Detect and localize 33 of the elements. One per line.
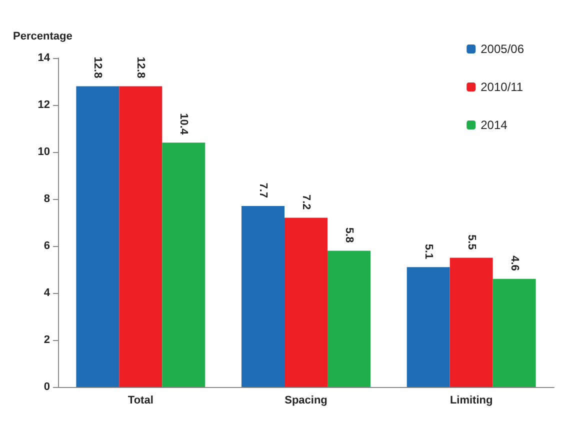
y-tick-label: 0 xyxy=(44,381,50,393)
bar xyxy=(284,218,328,387)
data-label: 5.5 xyxy=(465,234,478,250)
data-label: 12.8 xyxy=(92,56,104,78)
bar xyxy=(119,86,162,387)
x-tick-label: Total xyxy=(128,394,154,406)
bar xyxy=(162,142,206,387)
bar xyxy=(76,86,120,387)
y-tick-label: 4 xyxy=(44,287,51,299)
x-tick-label: Spacing xyxy=(284,394,328,406)
data-label: 5.1 xyxy=(422,244,434,260)
y-tick-label: 10 xyxy=(38,146,50,158)
bar xyxy=(406,267,450,387)
data-label: 5.8 xyxy=(342,227,355,243)
y-axis-title: Percentage xyxy=(13,30,72,42)
data-label: 4.6 xyxy=(508,256,520,271)
x-tick-label: Limiting xyxy=(450,394,493,406)
y-tick-label: 6 xyxy=(44,240,50,252)
data-label: 7.7 xyxy=(257,182,270,198)
legend-label: 2005/06 xyxy=(480,42,524,56)
bar xyxy=(450,258,493,387)
legend-label: 2014 xyxy=(480,118,508,132)
legend-label: 2010/11 xyxy=(480,80,524,94)
y-tick-label: 12 xyxy=(38,99,50,111)
bar xyxy=(327,250,370,387)
bar xyxy=(242,206,285,387)
y-tick-label: 14 xyxy=(38,52,51,64)
y-tick-label: 2 xyxy=(44,334,50,346)
data-label: 10.4 xyxy=(178,113,190,136)
y-tick-label: 8 xyxy=(44,193,50,205)
data-label: 12.8 xyxy=(134,56,147,78)
data-label: 7.2 xyxy=(300,194,312,210)
bar xyxy=(492,278,536,387)
